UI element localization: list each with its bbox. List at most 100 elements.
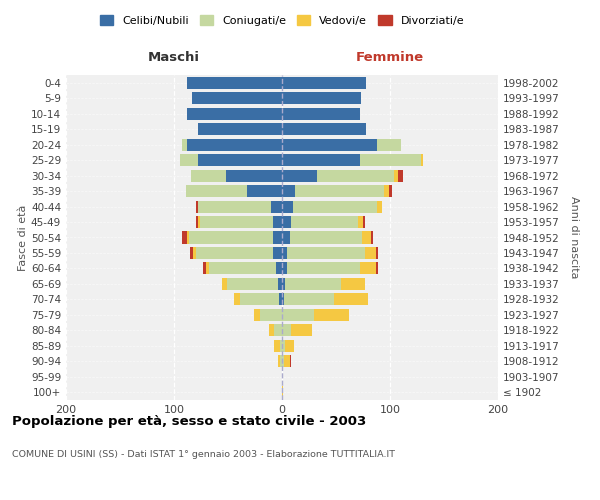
Bar	[383, 185, 389, 197]
Bar	[282, 108, 360, 120]
Bar	[282, 92, 361, 104]
Bar	[394, 170, 398, 181]
Bar	[282, 278, 285, 290]
Bar	[287, 247, 365, 259]
Bar	[362, 232, 371, 243]
Bar	[189, 232, 274, 243]
Bar	[247, 185, 282, 197]
Bar	[196, 247, 274, 259]
Bar	[187, 108, 282, 120]
Bar	[181, 154, 198, 166]
Bar	[282, 340, 285, 352]
Bar	[377, 200, 382, 212]
Bar	[285, 278, 341, 290]
Text: Maschi: Maschi	[148, 51, 200, 64]
Bar	[282, 232, 290, 243]
Bar	[274, 247, 282, 259]
Bar	[260, 309, 282, 321]
Bar	[317, 170, 394, 181]
Bar	[282, 386, 283, 398]
Bar	[360, 154, 421, 166]
Bar	[274, 340, 280, 352]
Bar	[274, 216, 282, 228]
Bar	[282, 154, 360, 166]
Bar	[398, 170, 403, 181]
Bar	[269, 324, 274, 336]
Bar	[284, 356, 290, 368]
Bar	[360, 262, 376, 274]
Bar	[282, 123, 366, 135]
Bar	[227, 278, 278, 290]
Bar	[196, 216, 198, 228]
Bar	[200, 216, 274, 228]
Bar	[274, 232, 282, 243]
Bar	[280, 356, 282, 368]
Bar	[187, 138, 282, 150]
Bar	[191, 170, 226, 181]
Bar	[341, 278, 365, 290]
Bar	[206, 262, 209, 274]
Bar	[182, 232, 187, 243]
Bar	[282, 76, 366, 89]
Bar	[190, 247, 193, 259]
Bar	[284, 294, 334, 306]
Bar	[278, 356, 280, 368]
Bar	[278, 278, 282, 290]
Bar	[226, 170, 282, 181]
Bar	[334, 294, 368, 306]
Bar	[271, 200, 282, 212]
Bar	[187, 232, 189, 243]
Bar	[282, 216, 290, 228]
Bar	[198, 200, 271, 212]
Bar	[282, 356, 284, 368]
Bar	[193, 247, 196, 259]
Bar	[282, 185, 295, 197]
Bar	[203, 262, 206, 274]
Bar	[198, 216, 200, 228]
Bar	[282, 309, 314, 321]
Bar	[290, 232, 362, 243]
Bar	[290, 324, 312, 336]
Bar	[376, 247, 378, 259]
Bar	[282, 170, 317, 181]
Bar	[198, 123, 282, 135]
Y-axis label: Fasce di età: Fasce di età	[18, 204, 28, 270]
Bar	[196, 200, 198, 212]
Bar	[275, 262, 282, 274]
Bar	[235, 294, 240, 306]
Bar	[274, 324, 282, 336]
Bar	[282, 247, 287, 259]
Bar	[221, 278, 227, 290]
Bar	[376, 262, 378, 274]
Bar	[365, 247, 376, 259]
Bar	[209, 262, 275, 274]
Bar	[187, 76, 282, 89]
Bar	[421, 154, 424, 166]
Bar	[282, 294, 284, 306]
Bar	[279, 294, 282, 306]
Bar	[186, 185, 247, 197]
Bar	[287, 262, 360, 274]
Bar	[295, 185, 383, 197]
Bar	[182, 138, 187, 150]
Legend: Celibi/Nubili, Coniugati/e, Vedovi/e, Divorziati/e: Celibi/Nubili, Coniugati/e, Vedovi/e, Di…	[95, 10, 469, 30]
Text: Femmine: Femmine	[356, 51, 424, 64]
Text: COMUNE DI USINI (SS) - Dati ISTAT 1° gennaio 2003 - Elaborazione TUTTITALIA.IT: COMUNE DI USINI (SS) - Dati ISTAT 1° gen…	[12, 450, 395, 459]
Bar	[290, 216, 358, 228]
Bar	[198, 154, 282, 166]
Bar	[358, 216, 363, 228]
Bar	[193, 92, 282, 104]
Bar	[254, 309, 260, 321]
Bar	[314, 309, 349, 321]
Bar	[280, 340, 282, 352]
Bar	[282, 324, 290, 336]
Bar	[282, 262, 287, 274]
Bar	[285, 340, 294, 352]
Bar	[282, 200, 293, 212]
Bar	[240, 294, 279, 306]
Bar	[377, 138, 401, 150]
Bar	[363, 216, 365, 228]
Bar	[371, 232, 373, 243]
Bar	[282, 138, 377, 150]
Y-axis label: Anni di nascita: Anni di nascita	[569, 196, 579, 279]
